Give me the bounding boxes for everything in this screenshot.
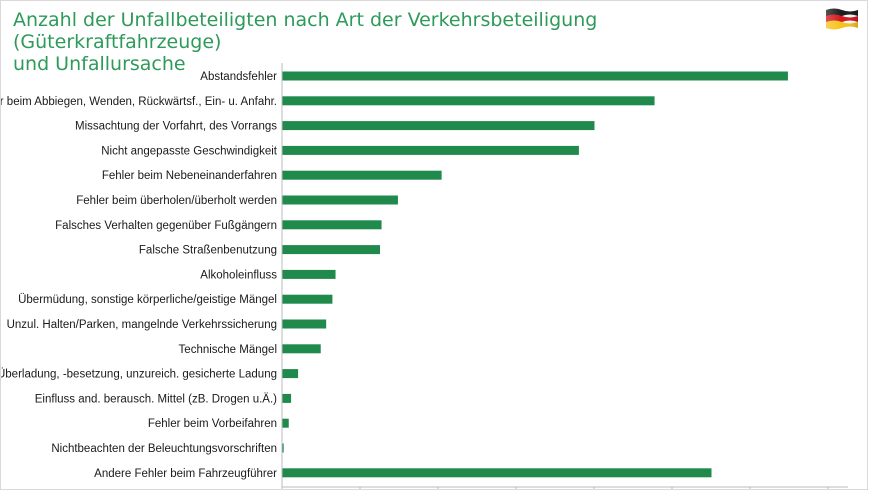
category-label: Nichtbeachten der Beleuchtungsvorschrift… bbox=[51, 443, 277, 455]
category-label: Fehler beim überholen/überholt werden bbox=[76, 195, 277, 207]
category-label: Nicht angepasste Geschwindigkeit bbox=[101, 145, 278, 157]
bar bbox=[282, 468, 712, 478]
category-label: Falsches Verhalten gegenüber Fußgängern bbox=[55, 220, 277, 232]
bar bbox=[282, 393, 292, 403]
germany-flag-icon bbox=[826, 8, 858, 30]
category-label: Überladung, -besetzung, unzureich. gesic… bbox=[1, 369, 277, 381]
category-label: Technische Mängel bbox=[179, 344, 277, 356]
category-label: Missachtung der Vorfahrt, des Vorrangs bbox=[75, 121, 277, 133]
bar bbox=[282, 344, 321, 354]
category-label: Unzul. Halten/Parken, mangelnde Verkehrs… bbox=[7, 319, 277, 331]
chart-title-line-2: und Unfallursache bbox=[13, 53, 186, 75]
bar bbox=[282, 269, 336, 279]
category-label: Fehler beim Nebeneinanderfahren bbox=[102, 170, 277, 182]
bar bbox=[282, 195, 398, 205]
category-label: Andere Fehler beim Fahrzeugführer bbox=[94, 468, 277, 480]
bar bbox=[282, 245, 380, 255]
category-label: Einfluss and. berausch. Mittel (zB. Drog… bbox=[35, 393, 277, 405]
bar bbox=[282, 220, 382, 230]
category-label: Übermüdung, sonstige körperliche/geistig… bbox=[18, 294, 277, 306]
bar bbox=[282, 369, 299, 379]
bar bbox=[282, 96, 655, 106]
bar bbox=[282, 294, 333, 304]
bar bbox=[282, 71, 788, 81]
category-label: Alkoholeinfluss bbox=[200, 269, 277, 281]
bar bbox=[282, 319, 327, 329]
bar bbox=[282, 121, 595, 131]
chart-title-line-1: Anzahl der Unfallbeteiligten nach Art de… bbox=[13, 9, 598, 53]
bar bbox=[282, 170, 442, 180]
category-label: Fehler beim Vorbeifahren bbox=[148, 418, 277, 430]
category-label: Fehler beim Abbiegen, Wenden, Rückwärtsf… bbox=[1, 96, 277, 108]
category-label: Falsche Straßenbenutzung bbox=[139, 245, 277, 257]
category-label: Abstandsfehler bbox=[200, 71, 277, 83]
bar bbox=[282, 145, 579, 155]
bar bbox=[282, 418, 289, 428]
chart-title: Anzahl der Unfallbeteiligten nach Art de… bbox=[13, 9, 773, 75]
bar bbox=[282, 443, 284, 453]
